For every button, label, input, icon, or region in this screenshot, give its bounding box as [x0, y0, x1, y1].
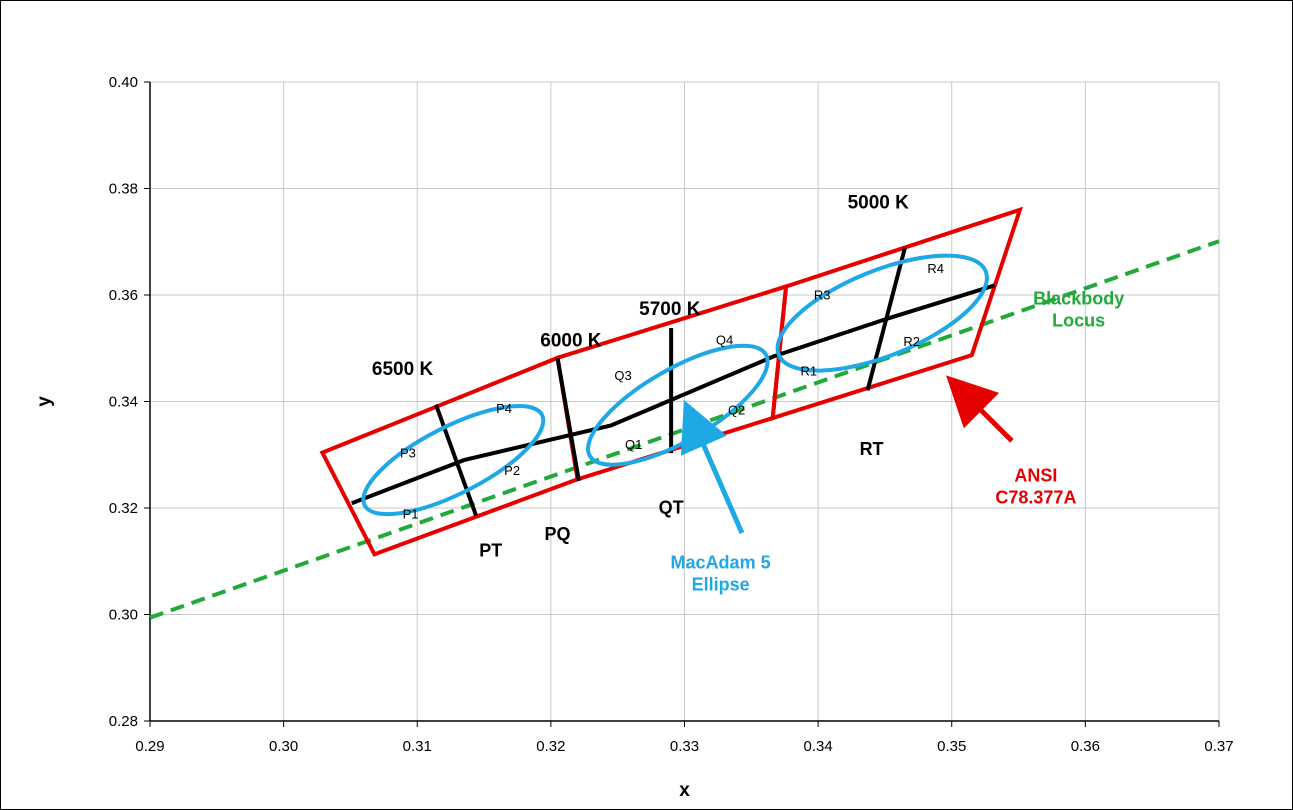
x-axis-title: x — [679, 780, 690, 801]
macadam-arrow — [680, 399, 745, 535]
point-label: R3 — [814, 287, 831, 302]
y-tick-label: 0.40 — [109, 74, 138, 91]
cct-label: 5000 K — [848, 193, 910, 214]
center-line — [351, 283, 996, 506]
point-label: R2 — [903, 334, 920, 349]
y-axis-title: y — [34, 396, 55, 407]
x-tick-label: 0.29 — [135, 738, 164, 755]
point-label: Q2 — [728, 402, 745, 417]
blackbody-label: Blackbody Locus — [1033, 289, 1124, 331]
point-label: R1 — [800, 363, 817, 378]
bin-label: RT — [860, 439, 884, 459]
x-tick-label: 0.31 — [403, 738, 432, 755]
macadam-label: MacAdam 5 Ellipse — [671, 553, 771, 595]
ansi-quadrangle — [319, 355, 580, 557]
x-tick-label: 0.33 — [670, 738, 699, 755]
labels: 6500 K 6000 K 5700 K 5000 K PT PQ QT RT P1 P2 P3 P4… — [372, 193, 1124, 595]
cct-line — [434, 404, 478, 517]
y-tick-label: 0.28 — [109, 713, 138, 730]
cct-line — [865, 247, 907, 391]
ansi-quadrangle — [770, 206, 1024, 421]
cct-label: 6500 K — [372, 359, 434, 380]
point-label: Q3 — [614, 368, 631, 383]
y-tick-label: 0.38 — [109, 181, 138, 198]
x-tick-label: 0.35 — [937, 738, 966, 755]
x-tick-label: 0.30 — [269, 738, 298, 755]
plot-area — [149, 206, 1220, 620]
axes: 0.29 0.30 0.31 0.32 0.33 0.34 0.35 0.36 0.37 0.28… — [34, 74, 1234, 801]
bin-label: PQ — [545, 524, 571, 544]
bin-label: QT — [659, 497, 684, 517]
x-tick-label: 0.32 — [536, 738, 565, 755]
cct-label: 5700 K — [639, 299, 701, 320]
macadam-ellipse — [775, 253, 989, 373]
x-tick-label: 0.36 — [1071, 738, 1100, 755]
point-label: P2 — [504, 463, 520, 478]
x-tick-label: 0.37 — [1204, 738, 1233, 755]
y-tick-label: 0.34 — [109, 394, 138, 411]
point-label: P3 — [400, 445, 416, 460]
grid — [150, 81, 1220, 721]
macadam-ellipse — [361, 404, 546, 517]
cct-line — [555, 358, 581, 482]
blackbody-locus-line — [149, 239, 1220, 620]
y-tick-label: 0.30 — [109, 607, 138, 624]
y-tick-label: 0.36 — [109, 287, 138, 304]
ansi-label: ANSI C78.377A — [995, 465, 1076, 507]
point-label: P1 — [403, 507, 419, 522]
x-tick-label: 0.34 — [804, 738, 833, 755]
ansi-arrow — [946, 375, 1014, 443]
point-label: R4 — [927, 261, 944, 276]
point-label: Q4 — [716, 333, 733, 348]
point-label: Q1 — [625, 437, 642, 452]
y-tick-label: 0.32 — [109, 500, 138, 517]
point-label: P4 — [496, 401, 512, 416]
bin-label: PT — [479, 540, 502, 560]
cct-label: 6000 K — [540, 331, 602, 352]
